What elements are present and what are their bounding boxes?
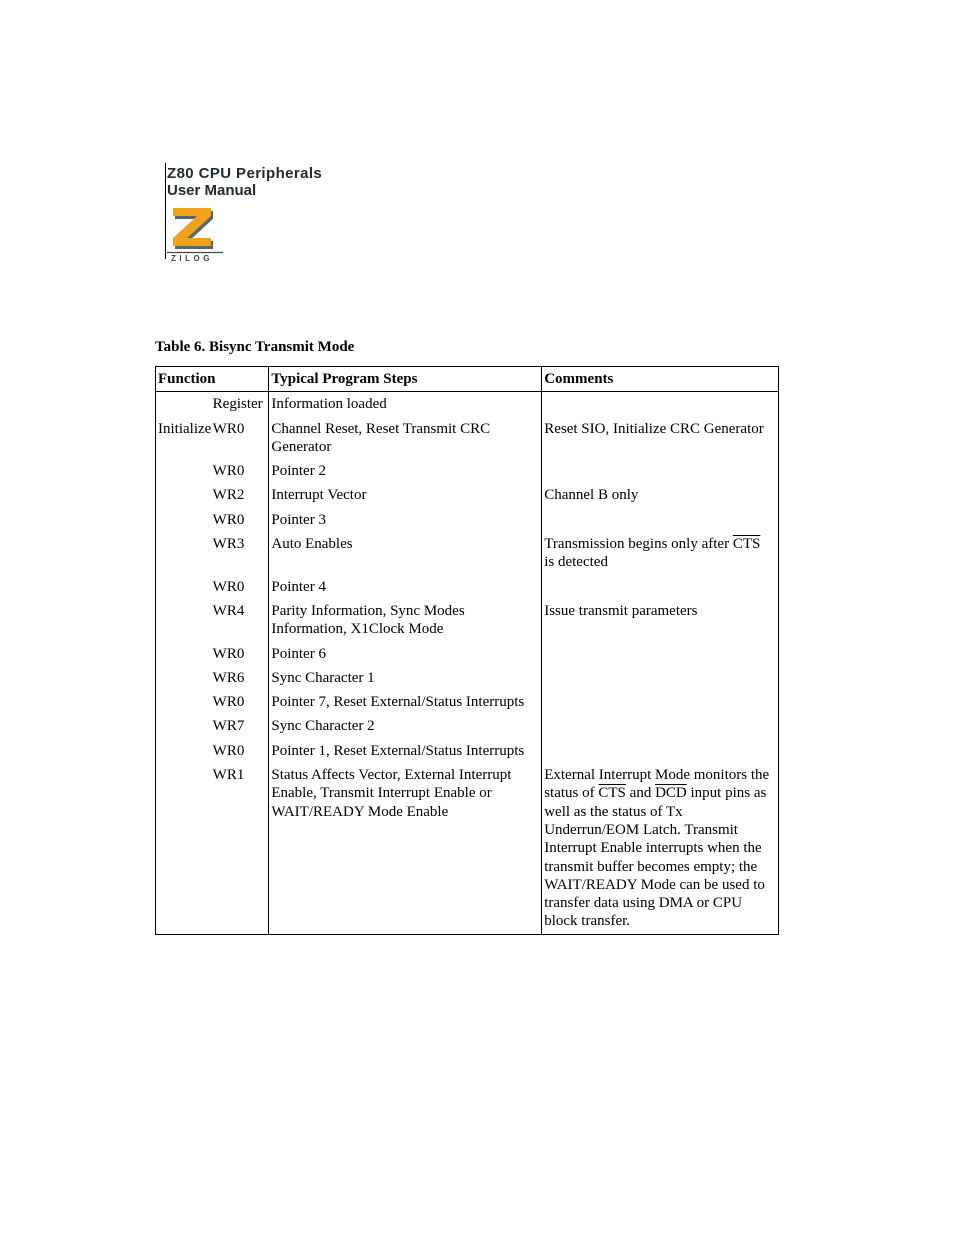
register-cell: WR0 [211, 508, 269, 532]
table-row: WR0 Pointer 2 [156, 459, 779, 483]
step-cell: Sync Character 2 [269, 714, 542, 738]
table-row: WR4 Parity Information, Sync Modes Infor… [156, 599, 779, 642]
cell [156, 666, 211, 690]
cell [156, 690, 211, 714]
page: Z80 CPU Peripherals User Manual ZILOG Ta… [0, 0, 954, 1235]
register-cell: WR0 [211, 739, 269, 763]
comment-cell: External Interrupt Mode monitors the sta… [542, 763, 779, 934]
step-cell: Pointer 2 [269, 459, 542, 483]
table-row: WR1 Status Affects Vector, External Inte… [156, 763, 779, 934]
table-row: WR6 Sync Character 1 [156, 666, 779, 690]
register-cell: WR0 [211, 690, 269, 714]
step-cell: Interrupt Vector [269, 483, 542, 507]
register-cell: WR4 [211, 599, 269, 642]
table-row: WR0 Pointer 4 [156, 575, 779, 599]
step-cell: Sync Character 1 [269, 666, 542, 690]
cell [156, 483, 211, 507]
col-header-comments: Comments [542, 367, 779, 392]
comment-cell [542, 575, 779, 599]
cell [156, 763, 211, 934]
comment-cell [542, 714, 779, 738]
register-cell: WR0 [211, 417, 269, 460]
table-row: WR3 Auto Enables Transmission begins onl… [156, 532, 779, 575]
cell [542, 392, 779, 417]
doc-header: Z80 CPU Peripherals User Manual [167, 165, 799, 199]
header-vertical-rule [165, 163, 166, 259]
step-cell: Auto Enables [269, 532, 542, 575]
register-cell: WR0 [211, 459, 269, 483]
cell [156, 392, 211, 417]
cell [156, 739, 211, 763]
table-row: WR0 Pointer 7, Reset External/Status Int… [156, 690, 779, 714]
comment-cell [542, 642, 779, 666]
comment-cell: Channel B only [542, 483, 779, 507]
table-row: WR0 Pointer 1, Reset External/Status Int… [156, 739, 779, 763]
register-cell: WR6 [211, 666, 269, 690]
col-header-function: Function [156, 367, 269, 392]
col-header-steps: Typical Program Steps [269, 367, 542, 392]
comment-cell [542, 459, 779, 483]
step-cell: Pointer 4 [269, 575, 542, 599]
register-cell: WR0 [211, 642, 269, 666]
register-cell: WR7 [211, 714, 269, 738]
step-cell: Pointer 3 [269, 508, 542, 532]
register-cell: WR2 [211, 483, 269, 507]
step-cell: Channel Reset, Reset Transmit CRC Genera… [269, 417, 542, 460]
cell [156, 575, 211, 599]
cell [156, 508, 211, 532]
table-row: WR0 Pointer 6 [156, 642, 779, 666]
comment-cell [542, 508, 779, 532]
step-cell: Pointer 6 [269, 642, 542, 666]
zilog-logo-icon: ZILOG [167, 205, 223, 263]
cell [156, 532, 211, 575]
step-cell: Pointer 7, Reset External/Status Interru… [269, 690, 542, 714]
cell [156, 642, 211, 666]
comment-cell [542, 690, 779, 714]
function-cell: Initialize [156, 417, 211, 460]
table-row: WR2 Interrupt Vector Channel B only [156, 483, 779, 507]
comment-cell [542, 666, 779, 690]
subheader-register: Register [211, 392, 269, 417]
bisync-transmit-table: Function Typical Program Steps Comments … [155, 366, 779, 935]
register-cell: WR1 [211, 763, 269, 934]
register-cell: WR3 [211, 532, 269, 575]
comment-cell [542, 739, 779, 763]
table-body: Register Information loaded Initialize W… [156, 392, 779, 934]
comment-cell: Reset SIO, Initialize CRC Generator [542, 417, 779, 460]
table-subheader-row: Register Information loaded [156, 392, 779, 417]
comment-cell: Issue transmit parameters [542, 599, 779, 642]
step-cell: Status Affects Vector, External Interrup… [269, 763, 542, 934]
comment-cell: Transmission begins only after CTS is de… [542, 532, 779, 575]
cell [156, 459, 211, 483]
table-row: WR7 Sync Character 2 [156, 714, 779, 738]
cell [156, 599, 211, 642]
table-head: Function Typical Program Steps Comments [156, 367, 779, 392]
cell [156, 714, 211, 738]
table-row: WR0 Pointer 3 [156, 508, 779, 532]
table-caption: Table 6. Bisync Transmit Mode [155, 339, 799, 356]
step-cell: Parity Information, Sync Modes Informati… [269, 599, 542, 642]
subheader-info: Information loaded [269, 392, 542, 417]
table-row: Initialize WR0 Channel Reset, Reset Tran… [156, 417, 779, 460]
step-cell: Pointer 1, Reset External/Status Interru… [269, 739, 542, 763]
logo-text: ZILOG [171, 254, 213, 263]
register-cell: WR0 [211, 575, 269, 599]
doc-title: Z80 CPU Peripherals [167, 165, 799, 182]
brand-logo: ZILOG [167, 205, 799, 263]
doc-subtitle: User Manual [167, 182, 799, 199]
